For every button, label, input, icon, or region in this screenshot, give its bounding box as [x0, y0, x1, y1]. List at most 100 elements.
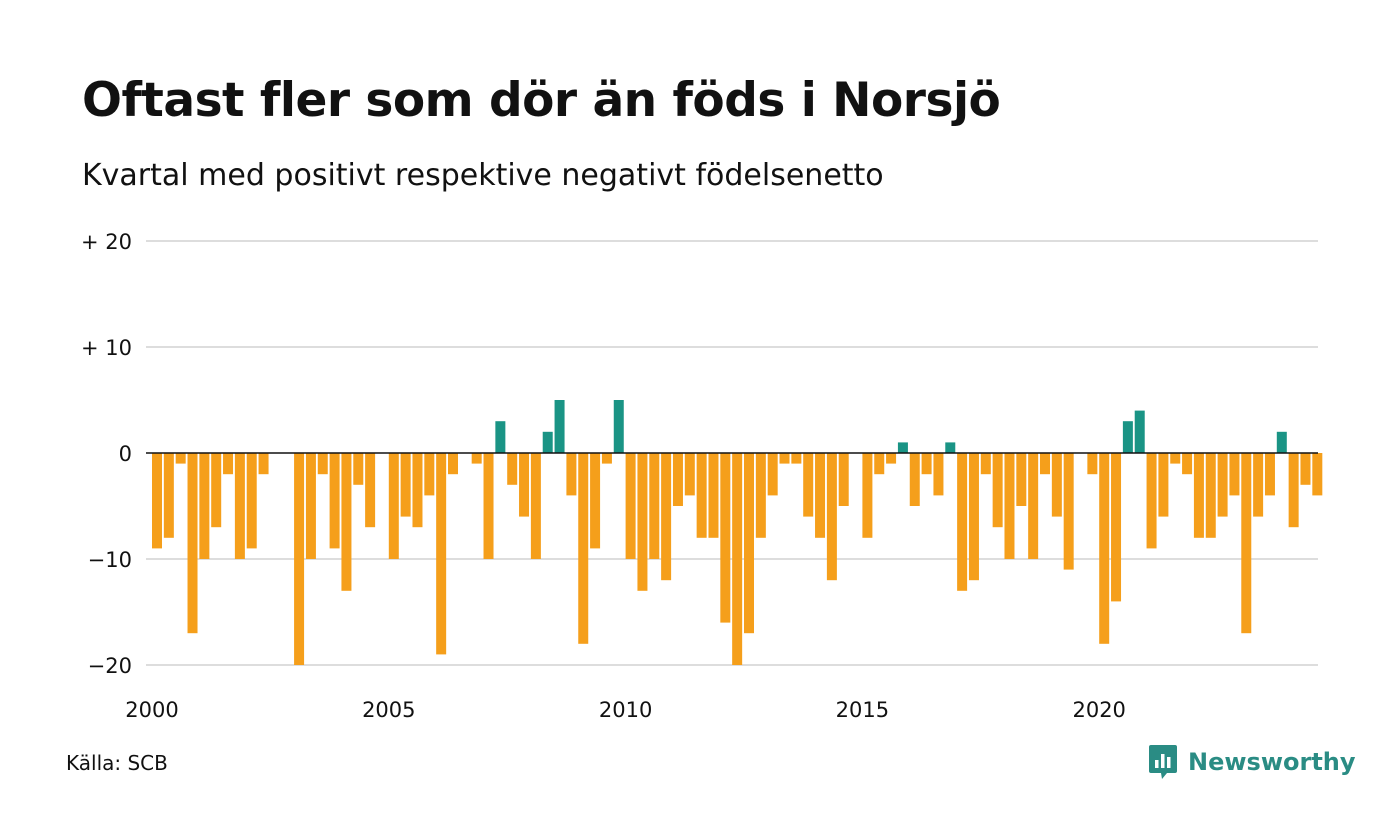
bar	[483, 453, 494, 559]
bar	[1253, 453, 1264, 517]
bar	[601, 453, 612, 464]
bar-series	[152, 400, 1323, 665]
bar	[637, 453, 648, 591]
y-tick-label: −10	[88, 548, 132, 572]
newsworthy-logo-icon	[1149, 745, 1177, 779]
bar	[992, 453, 1003, 528]
bar	[329, 453, 340, 549]
bar	[1264, 453, 1275, 496]
bar	[1122, 421, 1133, 453]
bar	[495, 421, 506, 453]
bar	[826, 453, 837, 581]
bar	[1182, 453, 1193, 475]
bar	[1312, 453, 1323, 496]
bar	[578, 453, 589, 644]
bar	[661, 453, 672, 581]
bar	[554, 400, 565, 453]
bar	[838, 453, 849, 506]
bar	[542, 431, 553, 453]
bar	[530, 453, 541, 559]
bar	[1170, 453, 1181, 464]
bar	[341, 453, 352, 591]
x-tick-label: 2010	[599, 698, 652, 722]
x-axis-ticks: 2000 2005 2010 2015 2020	[125, 698, 1126, 722]
bar	[732, 453, 743, 665]
bar	[1146, 453, 1157, 549]
bar	[921, 453, 932, 475]
bar	[874, 453, 885, 475]
x-tick-label: 2000	[125, 698, 178, 722]
bar	[258, 453, 269, 475]
bar	[1063, 453, 1074, 570]
bar	[1229, 453, 1240, 496]
bar	[246, 453, 257, 549]
bar	[1040, 453, 1050, 475]
bar	[968, 453, 979, 581]
bar	[1099, 453, 1110, 644]
bar	[1158, 453, 1169, 517]
bar	[566, 453, 577, 496]
bar	[696, 453, 707, 538]
bar	[755, 453, 766, 538]
bar	[1205, 453, 1216, 538]
bar	[388, 453, 399, 559]
bar	[1111, 453, 1122, 602]
bar	[1276, 431, 1287, 453]
brand-name: Newsworthy	[1188, 748, 1356, 776]
bar	[897, 442, 908, 453]
bar	[945, 442, 956, 453]
bar	[720, 453, 731, 623]
chart-subtitle: Kvartal med positivt respektive negativt…	[82, 158, 884, 193]
bar	[152, 453, 162, 549]
bar	[672, 453, 683, 506]
bar	[980, 453, 991, 475]
bar	[424, 453, 435, 496]
x-tick-label: 2015	[836, 698, 889, 722]
bar	[684, 453, 695, 496]
bar	[305, 453, 316, 559]
newsworthy-brand: Newsworthy	[1148, 742, 1356, 782]
y-tick-label: −20	[88, 654, 132, 678]
bar	[933, 453, 944, 496]
bar	[613, 400, 624, 453]
bar	[448, 453, 458, 475]
bar	[211, 453, 222, 528]
bar	[519, 453, 530, 517]
bar	[1087, 453, 1098, 475]
bar	[353, 453, 364, 485]
bar	[779, 453, 790, 464]
bar	[649, 453, 660, 559]
chart-title: Oftast fler som dör än föds i Norsjö	[82, 73, 1001, 128]
bar	[1300, 453, 1311, 485]
bar	[234, 453, 245, 559]
bar	[471, 453, 482, 464]
bar	[909, 453, 920, 506]
bar	[590, 453, 601, 549]
bar	[1016, 453, 1027, 506]
bar	[187, 453, 198, 634]
bar	[815, 453, 826, 538]
y-axis-ticks: + 20 + 10 0 −10 −20	[81, 230, 132, 678]
bar	[767, 453, 778, 496]
bar	[862, 453, 873, 538]
grid-lines	[146, 240, 1318, 666]
bar	[317, 453, 328, 475]
bar	[1004, 453, 1015, 559]
bar	[400, 453, 411, 517]
bar	[708, 453, 719, 538]
bar	[199, 453, 210, 559]
bar	[436, 453, 447, 655]
x-tick-label: 2005	[362, 698, 415, 722]
bar	[744, 453, 754, 634]
y-tick-label: + 10	[81, 336, 132, 360]
y-tick-label: + 20	[81, 230, 132, 254]
bar	[1051, 453, 1062, 517]
bar	[365, 453, 376, 528]
bar	[791, 453, 802, 464]
bar	[507, 453, 518, 485]
source-note: Källa: SCB	[66, 751, 168, 775]
bar	[957, 453, 968, 591]
bar	[163, 453, 174, 538]
bar	[175, 453, 186, 464]
x-tick-label: 2020	[1072, 698, 1125, 722]
